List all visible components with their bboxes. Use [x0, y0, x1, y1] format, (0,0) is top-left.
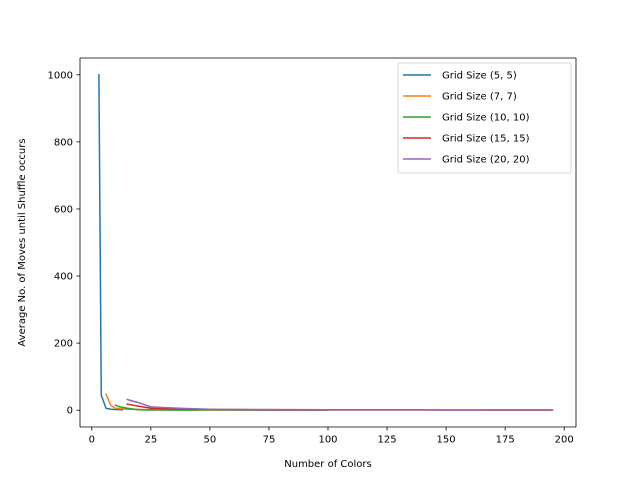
- series-line-1: [98, 74, 124, 411]
- x-tick-label: 200: [555, 435, 574, 446]
- x-tick-label: 125: [378, 435, 397, 446]
- x-tick-label: 150: [437, 435, 456, 446]
- legend-box: [397, 62, 572, 174]
- series-layer: [98, 74, 554, 411]
- x-axis-label: Number of Colors: [284, 459, 372, 470]
- x-tick-label: 100: [318, 435, 337, 446]
- x-tick-label: 175: [496, 435, 515, 446]
- y-tick-label: 1000: [48, 70, 73, 81]
- y-tick-label: 800: [54, 137, 73, 148]
- x-tick-label: 0: [89, 435, 95, 446]
- x-tick-label: 25: [144, 435, 157, 446]
- series-line-5: [126, 398, 554, 411]
- x-axis-ticks: 0 25 50 75 100 125 150 175 200: [89, 427, 574, 446]
- legend-label: Grid Size (15, 15): [442, 134, 530, 145]
- legend-label: Grid Size (5, 5): [442, 71, 517, 82]
- x-tick-label: 50: [204, 435, 217, 446]
- y-tick-label: 400: [54, 272, 73, 283]
- y-tick-label: 200: [54, 339, 73, 350]
- legend-label: Grid Size (7, 7): [442, 92, 517, 103]
- y-axis-label: Average No. of Moves until Shuffle occur…: [17, 138, 28, 346]
- y-tick-label: 0: [67, 406, 73, 417]
- legend: Grid Size (5, 5) Grid Size (7, 7) Grid Siz…: [397, 62, 572, 174]
- legend-label: Grid Size (20, 20): [442, 155, 530, 166]
- y-axis-ticks: 0 200 400 600 800 1000: [48, 70, 80, 417]
- y-tick-label: 600: [54, 204, 73, 215]
- x-tick-label: 75: [263, 435, 276, 446]
- legend-label: Grid Size (10, 10): [442, 113, 530, 124]
